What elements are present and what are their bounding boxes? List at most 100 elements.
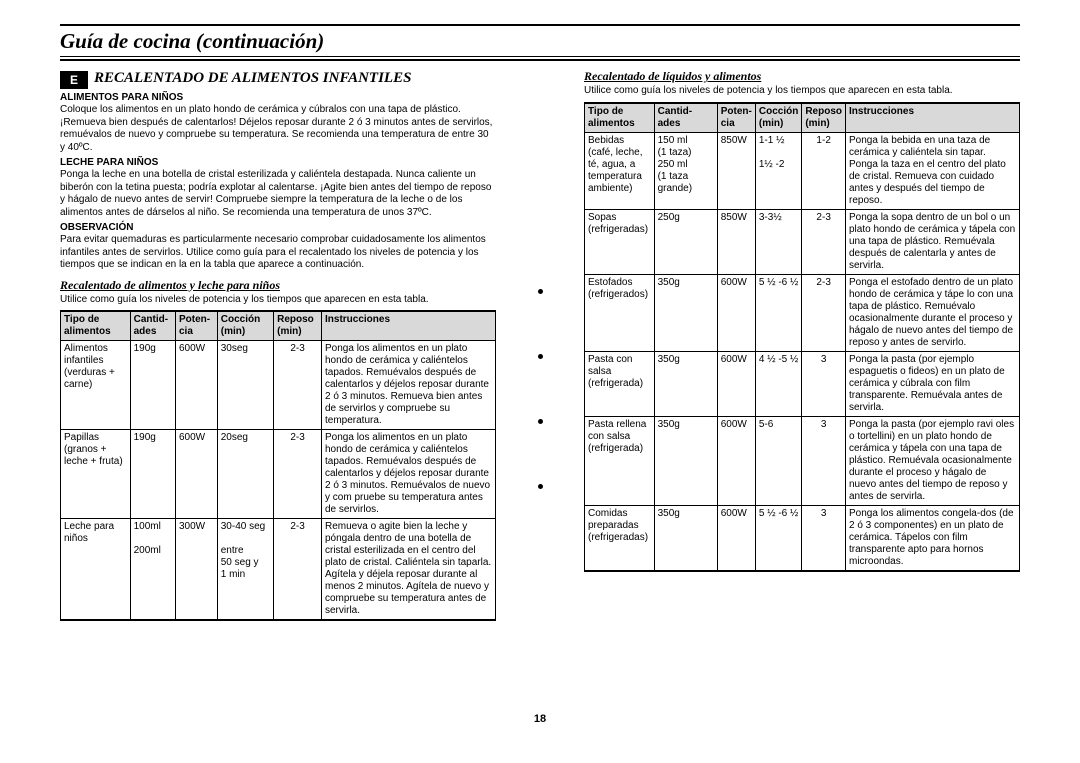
table-row: Bebidas (café, leche, té, agua, a temper…: [585, 132, 1020, 209]
table-cell: 600W: [717, 351, 755, 416]
heading-food: ALIMENTOS PARA NIÑOS: [60, 92, 496, 103]
table-cell: 150 ml (1 taza) 250 ml (1 taza grande): [654, 132, 717, 209]
col-header: Cocción (min): [755, 103, 801, 133]
spine-dot: [538, 419, 543, 424]
table-row: Papillas (granos + leche + fruta)190g600…: [61, 430, 496, 519]
spine-dot: [538, 289, 543, 294]
right-table-title: Recalentado de líquidos y alimentos: [584, 69, 1020, 84]
table-cell: 300W: [176, 519, 218, 621]
col-header: Cantid- ades: [654, 103, 717, 133]
table-cell: Pasta con salsa (refrigerada): [585, 351, 655, 416]
heading-obs: OBSERVACIÓN: [60, 222, 496, 233]
table-cell: 3: [802, 416, 846, 505]
spine-dot: [538, 354, 543, 359]
spine-dot: [538, 484, 543, 489]
para-food: Coloque los alimentos en un plato hondo …: [60, 104, 496, 154]
table-cell: Ponga los alimentos en un plato hondo de…: [322, 430, 496, 519]
table-cell: Papillas (granos + leche + fruta): [61, 430, 131, 519]
table-cell: 600W: [717, 505, 755, 571]
page: Guía de cocina (continuación) E RECALENT…: [0, 0, 1080, 763]
heading-milk: LECHE PARA NIÑOS: [60, 157, 496, 168]
col-header: Cocción (min): [217, 311, 273, 341]
table-cell: Leche para niños: [61, 519, 131, 621]
table-cell: Pasta rellena con salsa (refrigerada): [585, 416, 655, 505]
rule-top-outer: [60, 24, 1020, 26]
table-cell: 20seg: [217, 430, 273, 519]
table-cell: Ponga los alimentos congela-dos (de 2 ó …: [846, 505, 1020, 571]
col-header: Instrucciones: [322, 311, 496, 341]
table-cell: 350g: [654, 416, 717, 505]
table-cell: 600W: [717, 274, 755, 351]
table-cell: 2-3: [274, 519, 322, 621]
col-header: Poten- cia: [176, 311, 218, 341]
table-row: Pasta con salsa (refrigerada)350g600W4 ½…: [585, 351, 1020, 416]
table-cell: 2-3: [274, 430, 322, 519]
table-cell: 5-6: [755, 416, 801, 505]
table-cell: 30-40 seg entre 50 seg y 1 min: [217, 519, 273, 621]
table-cell: 3: [802, 351, 846, 416]
table-cell: 600W: [717, 416, 755, 505]
section-header-row: E RECALENTADO DE ALIMENTOS INFANTILES: [60, 69, 496, 87]
table-cell: Alimentos infantiles (verduras + carne): [61, 341, 131, 430]
table-row: Sopas (refrigeradas)250g850W3-3½2-3Ponga…: [585, 209, 1020, 274]
table-cell: 350g: [654, 505, 717, 571]
title-row: Guía de cocina (continuación): [60, 28, 1020, 57]
right-table: Tipo de alimentosCantid- adesPoten- ciaC…: [584, 102, 1020, 572]
table-cell: Ponga la sopa dentro de un bol o un plat…: [846, 209, 1020, 274]
table-cell: 350g: [654, 274, 717, 351]
table-cell: 190g: [130, 341, 175, 430]
table-cell: Estofados (refrigerados): [585, 274, 655, 351]
table-cell: 1-2: [802, 132, 846, 209]
table-cell: Bebidas (café, leche, té, agua, a temper…: [585, 132, 655, 209]
col-header: Tipo de alimentos: [585, 103, 655, 133]
table-cell: Ponga los alimentos en un plato hondo de…: [322, 341, 496, 430]
col-header: Instrucciones: [846, 103, 1020, 133]
para-milk: Ponga la leche en una botella de cristal…: [60, 169, 496, 219]
col-header: Tipo de alimentos: [61, 311, 131, 341]
table-cell: 850W: [717, 209, 755, 274]
left-table-intro: Utilice como guía los niveles de potenci…: [60, 294, 496, 307]
table-cell: 5 ½ -6 ½: [755, 505, 801, 571]
col-header: Reposo (min): [802, 103, 846, 133]
spine: [508, 69, 572, 709]
para-obs: Para evitar quemaduras es particularment…: [60, 234, 496, 272]
table-cell: 3-3½: [755, 209, 801, 274]
col-header: Cantid- ades: [130, 311, 175, 341]
table-cell: 250g: [654, 209, 717, 274]
table-cell: 5 ½ -6 ½: [755, 274, 801, 351]
table-cell: Ponga la pasta (por ejemplo ravi oles o …: [846, 416, 1020, 505]
left-column: E RECALENTADO DE ALIMENTOS INFANTILES AL…: [60, 69, 508, 709]
table-cell: Ponga la bebida en una taza de cerámica …: [846, 132, 1020, 209]
rule-top-outer-2: [60, 59, 1020, 61]
table-cell: 190g: [130, 430, 175, 519]
table-cell: Sopas (refrigeradas): [585, 209, 655, 274]
table-row: Pasta rellena con salsa (refrigerada)350…: [585, 416, 1020, 505]
table-cell: 600W: [176, 341, 218, 430]
left-table: Tipo de alimentosCantid- adesPoten- ciaC…: [60, 310, 496, 621]
table-cell: Comidas preparadas (refrigeradas): [585, 505, 655, 571]
table-cell: Ponga la pasta (por ejemplo espaguetis o…: [846, 351, 1020, 416]
col-header: Poten- cia: [717, 103, 755, 133]
left-section-title: RECALENTADO DE ALIMENTOS INFANTILES: [94, 70, 411, 86]
main-title: Guía de cocina (continuación): [60, 29, 324, 54]
table-row: Leche para niños100ml 200ml300W30-40 seg…: [61, 519, 496, 621]
table-row: Comidas preparadas (refrigeradas)350g600…: [585, 505, 1020, 571]
table-cell: 100ml 200ml: [130, 519, 175, 621]
columns: E RECALENTADO DE ALIMENTOS INFANTILES AL…: [60, 69, 1020, 709]
page-number: 18: [60, 713, 1020, 725]
table-cell: 1-1 ½ 1½ -2: [755, 132, 801, 209]
table-cell: 850W: [717, 132, 755, 209]
table-cell: Remueva o agite bien la leche y póngala …: [322, 519, 496, 621]
left-table-title: Recalentado de alimentos y leche para ni…: [60, 278, 496, 293]
table-cell: 2-3: [802, 274, 846, 351]
table-row: Alimentos infantiles (verduras + carne)1…: [61, 341, 496, 430]
table-cell: 350g: [654, 351, 717, 416]
table-row: Estofados (refrigerados)350g600W5 ½ -6 ½…: [585, 274, 1020, 351]
right-table-intro: Utilice como guía los niveles de potenci…: [584, 85, 1020, 98]
table-cell: 30seg: [217, 341, 273, 430]
e-badge: E: [60, 71, 88, 89]
table-cell: 4 ½ -5 ½: [755, 351, 801, 416]
table-cell: 2-3: [802, 209, 846, 274]
right-column: Recalentado de líquidos y alimentos Util…: [572, 69, 1020, 709]
table-cell: 3: [802, 505, 846, 571]
